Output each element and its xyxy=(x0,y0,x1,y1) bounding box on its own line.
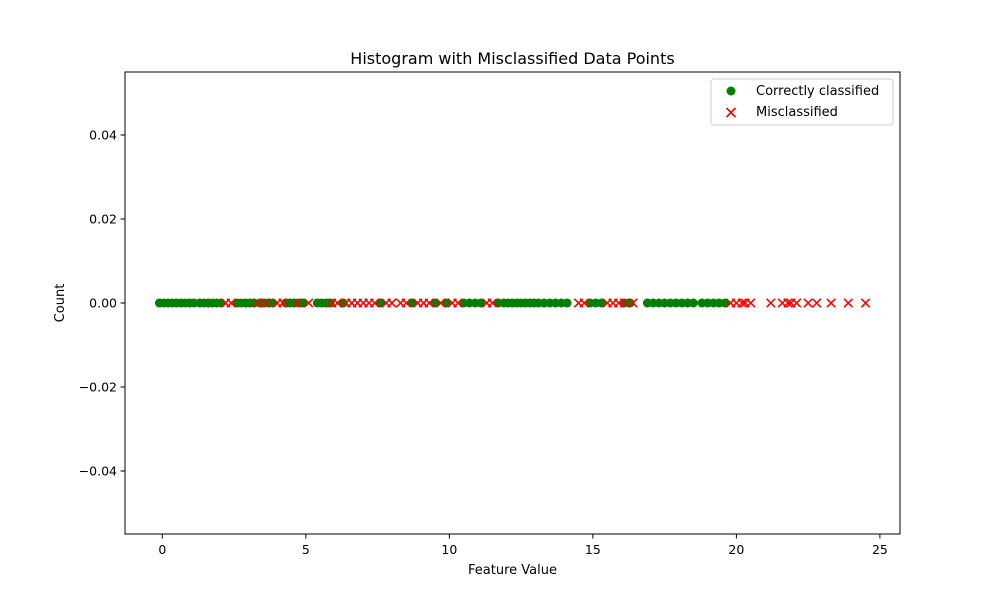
point-correctly-classified xyxy=(688,298,698,308)
point-misclassified xyxy=(843,298,854,308)
point-correctly-classified xyxy=(625,298,635,308)
point-misclassified xyxy=(803,298,813,308)
point-correctly-classified xyxy=(720,298,730,308)
series-misclassified xyxy=(220,298,871,308)
point-misclassified xyxy=(387,298,397,308)
point-misclassified xyxy=(252,298,262,308)
x-tick-label: 15 xyxy=(585,542,601,557)
y-axis: −0.04 −0.02 0.00 0.02 0.04 xyxy=(79,128,125,479)
point-correctly-classified xyxy=(325,298,335,308)
legend-box xyxy=(710,78,894,126)
point-misclassified xyxy=(401,298,412,308)
point-correctly-classified xyxy=(298,298,308,308)
point-misclassified xyxy=(737,298,747,308)
point-misclassified xyxy=(424,298,435,308)
point-misclassified xyxy=(619,298,630,308)
point-correctly-classified xyxy=(338,298,348,308)
point-misclassified xyxy=(745,298,756,308)
series-correctly-classified xyxy=(154,298,730,308)
y-tick-label: −0.04 xyxy=(79,464,117,479)
x-tick-label: 5 xyxy=(302,542,310,557)
point-misclassified xyxy=(487,298,498,308)
chart-title: Histogram with Misclassified Data Points xyxy=(350,49,674,68)
point-misclassified xyxy=(783,298,793,308)
point-misclassified xyxy=(826,298,836,308)
point-misclassified xyxy=(303,298,314,308)
plot-frame xyxy=(124,71,901,535)
point-misclassified xyxy=(260,298,271,308)
y-tick-label: 0.02 xyxy=(89,212,117,227)
point-misclassified xyxy=(766,298,776,308)
x-axis-title: Feature Value xyxy=(468,563,557,578)
point-correctly-classified xyxy=(562,298,572,308)
point-misclassified xyxy=(791,298,802,308)
point-correctly-classified xyxy=(476,298,486,308)
point-misclassified xyxy=(226,298,236,308)
point-misclassified xyxy=(278,298,288,308)
point-misclassified xyxy=(369,298,380,308)
point-misclassified xyxy=(860,298,871,308)
point-correctly-classified xyxy=(216,298,226,308)
point-misclassified xyxy=(453,298,463,308)
legend-marker-misclassified xyxy=(725,107,737,118)
point-correctly-classified xyxy=(375,298,385,308)
point-misclassified xyxy=(811,298,822,308)
legend-label-misclassified: Misclassified xyxy=(756,105,838,120)
y-tick-label: 0.04 xyxy=(89,128,117,143)
legend-marker-correctly-classified xyxy=(726,86,736,96)
point-misclassified xyxy=(628,298,638,308)
y-tick-label: −0.02 xyxy=(79,380,117,395)
x-tick-label: 0 xyxy=(158,542,166,557)
point-correctly-classified xyxy=(596,298,606,308)
point-misclassified xyxy=(579,298,590,308)
x-axis: 0 5 10 15 20 25 xyxy=(158,534,888,557)
point-misclassified xyxy=(292,298,302,308)
x-tick-label: 25 xyxy=(872,542,888,557)
legend: Correctly classified Misclassified xyxy=(710,78,894,126)
point-misclassified xyxy=(332,298,343,308)
point-misclassified xyxy=(435,298,446,308)
x-tick-label: 10 xyxy=(441,542,457,557)
x-tick-label: 20 xyxy=(728,542,744,557)
point-correctly-classified xyxy=(441,298,451,308)
y-axis-title: Count xyxy=(53,284,68,323)
point-correctly-classified xyxy=(407,298,417,308)
y-tick-label: 0.00 xyxy=(89,296,117,311)
legend-label-correctly-classified: Correctly classified xyxy=(756,84,879,99)
point-correctly-classified xyxy=(430,298,440,308)
